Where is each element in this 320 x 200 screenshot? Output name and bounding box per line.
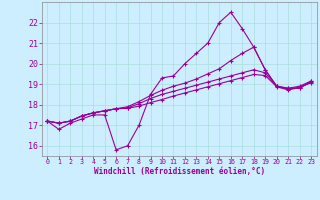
X-axis label: Windchill (Refroidissement éolien,°C): Windchill (Refroidissement éolien,°C) <box>94 167 265 176</box>
